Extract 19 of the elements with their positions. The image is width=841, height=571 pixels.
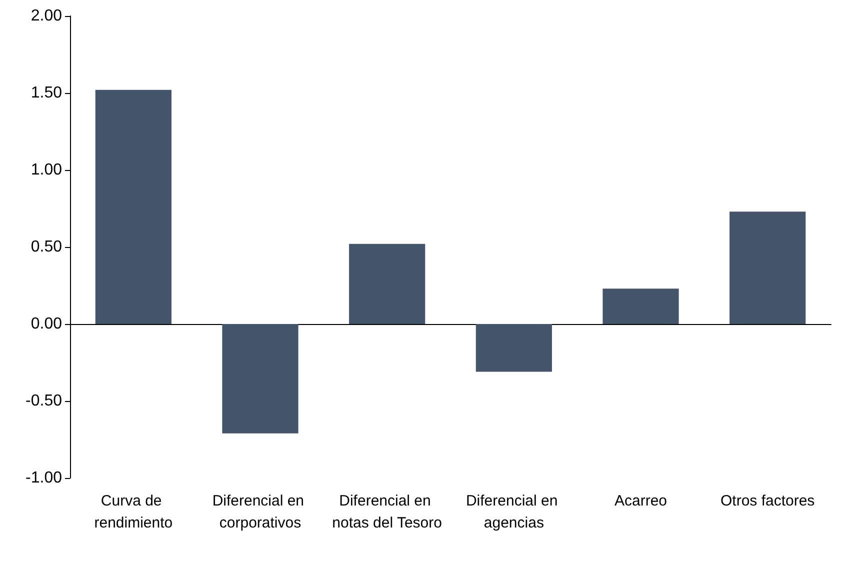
x-tick-label: Diferencial en notas del Tesoro (332, 492, 442, 532)
bar (730, 212, 806, 324)
x-tick-label: Diferencial en agencias (466, 492, 562, 532)
bar (349, 244, 426, 324)
y-tick-label: 0.00 (30, 316, 62, 332)
y-tick-label: 0.50 (30, 238, 62, 256)
y-tick-label: -0.50 (26, 392, 62, 410)
bar (222, 324, 298, 434)
x-tick-label: Curva de rendimiento (94, 492, 173, 532)
y-tick-label: 1.00 (30, 162, 62, 178)
x-tick-label: Acarreo (614, 492, 668, 510)
bar (602, 288, 679, 324)
y-tick-label: 1.50 (30, 84, 62, 102)
x-tick-label: Otros factores (720, 492, 815, 510)
bar (476, 324, 552, 372)
x-tick-label: Diferencial en corporativos (212, 492, 308, 532)
y-tick-label: 2.00 (30, 8, 62, 24)
bar (95, 90, 172, 324)
y-tick-label: -1.00 (26, 470, 62, 486)
